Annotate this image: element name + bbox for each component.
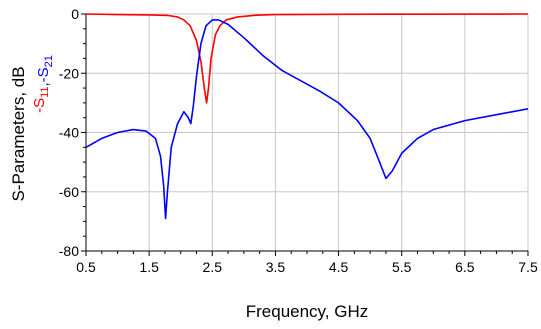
y-tick-label: -80 — [59, 243, 79, 259]
x-tick-label: 0.5 — [76, 259, 96, 275]
y-tick-labels: 0 -20 -40 -60 -80 — [59, 6, 79, 259]
x-tick-label: 5.5 — [392, 259, 412, 275]
series-line-s11 — [85, 13, 529, 104]
series-legend-label: -S11,-S21 — [31, 55, 55, 113]
y-tick-label: -60 — [59, 184, 79, 200]
y-tick-label: -40 — [59, 125, 79, 141]
y-axis-title: S-Parameters, dB — [9, 66, 28, 201]
y-tick-label: 0 — [71, 6, 79, 22]
x-tick-label: 4.5 — [329, 259, 349, 275]
x-tick-label: 3.5 — [266, 259, 286, 275]
y-tick-label: -20 — [59, 65, 79, 81]
x-tick-label: 7.5 — [518, 259, 538, 275]
series-line-s21 — [85, 19, 529, 220]
grid-lines — [85, 13, 529, 252]
x-tick-label: 1.5 — [139, 259, 159, 275]
series-layer — [85, 13, 529, 220]
x-tick-label: 6.5 — [455, 259, 475, 275]
x-tick-label: 2.5 — [203, 259, 223, 275]
x-axis-title: Frequency, GHz — [246, 302, 369, 321]
legend-text: -S11,-S21 — [31, 55, 55, 113]
x-tick-labels: 0.5 1.5 2.5 3.5 4.5 5.5 6.5 7.5 — [76, 259, 538, 275]
minor-ticks — [81, 13, 529, 256]
